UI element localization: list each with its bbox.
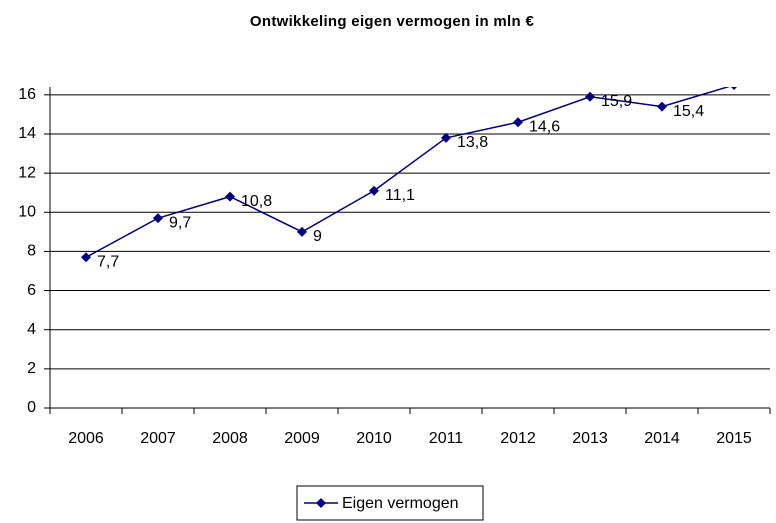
point-marker: [81, 252, 91, 263]
point-marker: [657, 101, 667, 112]
x-tick-label: 2013: [572, 430, 608, 447]
data-label: 10,8: [241, 193, 272, 210]
data-label: 9: [313, 228, 322, 245]
data-label: 14,6: [529, 118, 560, 135]
x-tick-label: 2009: [284, 430, 320, 447]
data-label: 13,8: [457, 134, 488, 151]
x-tick-label: 2011: [429, 430, 464, 447]
data-label: 7,7: [97, 254, 119, 271]
x-tick-label: 2015: [716, 430, 752, 447]
data-label: 11,1: [385, 187, 415, 204]
point-marker: [585, 91, 595, 102]
point-marker: [297, 226, 307, 237]
plot-area: [81, 87, 738, 263]
series-line: [85, 87, 731, 258]
point-marker: [513, 117, 523, 128]
point-marker: [225, 191, 235, 202]
y-tick-label: 12: [18, 164, 36, 181]
grid: [50, 94, 770, 409]
chart-title: Ontwikkeling eigen vermogen in mln €: [250, 13, 535, 30]
data-label: 15,9: [601, 93, 632, 110]
y-tick-label: 14: [18, 125, 36, 142]
value-labels: 7,7 9,7 10,8 9 11,1 13,8 14,6 15,9 15,4: [97, 93, 704, 271]
legend-marker: [316, 498, 326, 508]
y-tick-label: 6: [27, 282, 36, 299]
point-marker: [730, 87, 738, 91]
y-tick-label: 2: [27, 360, 36, 377]
legend: Eigen vermogen: [296, 485, 484, 521]
data-label: 15,4: [673, 103, 704, 120]
x-tick-label: 2012: [500, 430, 536, 447]
y-tick-label: 4: [27, 321, 36, 338]
data-label: 9,7: [169, 214, 191, 231]
x-tick-label: 2010: [356, 430, 392, 447]
x-tick-label: 2008: [212, 430, 248, 447]
y-tick-label: 0: [27, 399, 36, 416]
x-tick-label: 2006: [68, 430, 104, 447]
point-marker: [369, 185, 379, 196]
point-marker: [153, 213, 163, 224]
y-tick-label: 16: [18, 86, 36, 103]
y-tick-label: 8: [27, 243, 36, 260]
point-marker: [441, 132, 451, 143]
y-tick-label: 10: [18, 203, 36, 220]
axes: 0 2 4 6 8 10 12 14 16 2006 2007 2008 2009 2010 2011 201…: [18, 86, 771, 447]
legend-label: Eigen vermogen: [342, 495, 459, 512]
x-tick-label: 2007: [140, 430, 176, 447]
x-tick-label: 2014: [644, 430, 680, 447]
